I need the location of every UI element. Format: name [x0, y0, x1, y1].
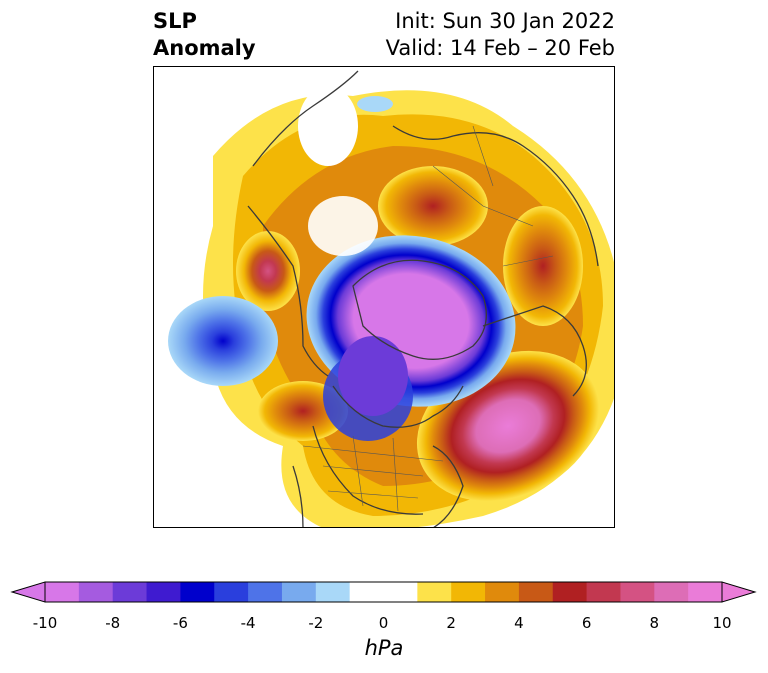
colorbar-segment — [45, 582, 80, 602]
colorbar-segment — [281, 582, 317, 602]
colorbar-tick-label: -8 — [105, 614, 121, 632]
colorbar-segment — [485, 582, 520, 602]
colorbar-extend-max — [721, 581, 757, 603]
colorbar-segment — [315, 582, 351, 602]
colorbar — [10, 581, 757, 603]
colorbar-tick-label: 4 — [514, 614, 524, 632]
valid-label: Valid: 14 Feb – 20 Feb — [385, 36, 615, 60]
colorbar-segment — [620, 582, 655, 602]
chart-title-right: Init: Sun 30 Jan 2022 Valid: 14 Feb – 20… — [386, 8, 615, 62]
colorbar-tick-label: -10 — [32, 614, 58, 632]
colorbar-segment — [112, 582, 148, 602]
colorbar-tick-label: 0 — [378, 614, 389, 632]
colorbar-segment — [146, 582, 181, 602]
colorbar-tick-label: -2 — [308, 614, 324, 632]
colorbar-segment — [78, 582, 114, 602]
colorbar-segment — [349, 582, 384, 602]
colorbar-segment — [586, 582, 621, 602]
kind-label: Anomaly — [153, 36, 256, 60]
colorbar-segment — [180, 582, 215, 602]
colorbar-tick-label: 6 — [581, 614, 592, 632]
variable-label: SLP — [153, 9, 197, 33]
anomaly-map — [153, 66, 615, 528]
colorbar-segment — [248, 582, 283, 602]
colorbar-segment — [417, 582, 452, 602]
colorbar-tick-label: 2 — [446, 614, 456, 632]
colorbar-segment — [451, 582, 486, 602]
colorbar-segment — [654, 582, 689, 602]
colorbar-extend-min — [10, 581, 46, 603]
colorbar-segment — [383, 582, 418, 602]
init-label: Init: Sun 30 Jan 2022 — [395, 9, 615, 33]
colorbar-segment — [214, 582, 249, 602]
colorbar-segment — [552, 582, 588, 602]
colorbar-segment — [688, 582, 723, 602]
anomaly-field — [153, 66, 615, 528]
colorbar-segment — [518, 582, 554, 602]
colorbar-tick-label: -6 — [172, 614, 188, 632]
political-boundaries — [302, 125, 554, 512]
coastlines — [247, 70, 599, 528]
colorbar-tick-label: -4 — [240, 614, 256, 632]
colorbar-tick-label: 10 — [712, 614, 732, 632]
colorbar-tick-label: 8 — [649, 614, 660, 632]
colorbar-unit: hPa — [364, 636, 404, 660]
chart-title-left: SLP Anomaly — [153, 8, 256, 62]
